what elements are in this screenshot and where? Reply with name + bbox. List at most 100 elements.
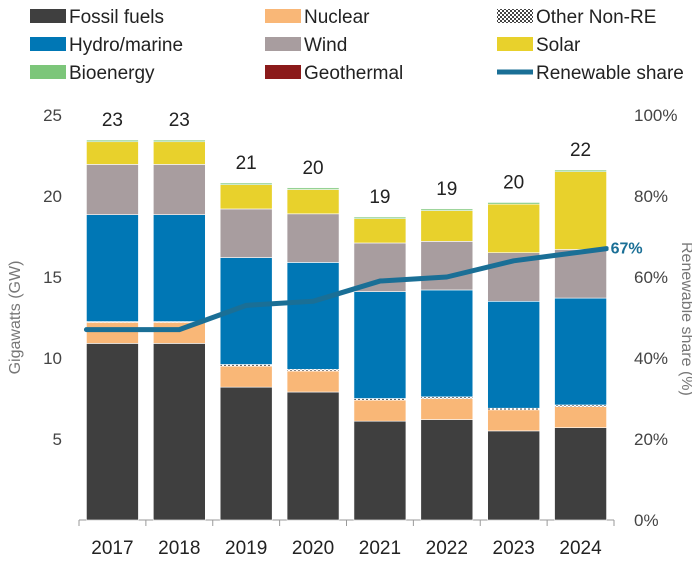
x-tick-label-2022: 2022 [426, 538, 468, 559]
y-right-tick-label: 80% [634, 187, 668, 206]
y-axis-title: Gigawatts (GW) [7, 261, 24, 375]
bar-stack-2017: 23 [86, 110, 139, 521]
y-right-tick-label: 20% [634, 430, 668, 449]
bar-wind-2020 [286, 213, 340, 263]
bar-total-label-2020: 20 [302, 158, 323, 179]
bar-solar-2019 [219, 184, 273, 210]
renewable-share-line-layer: 67% [83, 236, 649, 333]
y-right-axis-title: Renewable share (%) [678, 242, 692, 396]
legend-label-geothermal: Geothermal [304, 63, 403, 84]
legend-label-solar: Solar [536, 35, 581, 56]
legend-label-other-non-re: Other Non-RE [536, 7, 656, 28]
y-right-tick-label: 60% [634, 268, 668, 287]
bar-stack-2018: 23 [153, 110, 206, 521]
legend-swatch-other-non-re [497, 9, 533, 23]
bar-hydro-marine-2022 [420, 289, 474, 398]
bars: 23 23 21 20 19 19 20 22 [86, 110, 607, 521]
bar-wind-2017 [86, 164, 139, 215]
y-tick-label: 5 [53, 430, 62, 449]
bar-stack-2024: 22 [554, 140, 607, 521]
y-right-tick-label: 100% [634, 106, 677, 125]
bar-nuclear-2022 [420, 398, 474, 420]
y-right-tick-label: 40% [634, 349, 668, 368]
bar-bioenergy-2022 [420, 208, 474, 211]
legend: Fossil fuels Nuclear Other Non-RE Hydro/mar… [30, 7, 684, 84]
bar-bioenergy-2018 [153, 139, 206, 143]
y-tick-label: 20 [43, 187, 62, 206]
bar-fossil-fuels-2021 [353, 420, 407, 521]
legend-swatch-bioenergy [30, 65, 66, 79]
x-tick-label-2023: 2023 [493, 538, 535, 559]
bar-fossil-fuels-2024 [554, 427, 607, 521]
legend-swatch-nuclear [265, 9, 301, 23]
bar-hydro-marine-2024 [554, 297, 607, 406]
bar-total-label-2022: 19 [436, 179, 457, 200]
y-tick-label: 10 [43, 349, 62, 368]
bar-bioenergy-2019 [219, 182, 273, 185]
bar-fossil-fuels-2020 [286, 391, 340, 521]
bar-solar-2022 [420, 210, 474, 242]
bar-nuclear-2019 [219, 365, 273, 388]
renewable-share-line [83, 246, 610, 333]
bar-wind-2019 [219, 208, 273, 258]
bar-nuclear-2023 [487, 409, 540, 432]
bar-solar-2017 [86, 141, 139, 165]
y-right-tick-label: 0% [634, 511, 659, 530]
legend-item-fossil-fuels: Fossil fuels [30, 7, 164, 28]
x-tick-label-2019: 2019 [225, 538, 267, 559]
bar-total-label-2023: 20 [503, 172, 524, 193]
bar-fossil-fuels-2019 [219, 386, 273, 521]
legend-swatch-solar [497, 37, 533, 51]
legend-swatch-geothermal [265, 65, 301, 79]
bar-nuclear-2024 [554, 406, 607, 428]
legend-label-hydro-marine: Hydro/marine [69, 35, 183, 56]
legend-label-renewable-share: Renewable share [536, 63, 684, 84]
y-tick-label: 25 [43, 106, 62, 125]
legend-swatch-hydro-marine [30, 37, 66, 51]
x-tick-label-2021: 2021 [359, 538, 401, 559]
legend-item-wind: Wind [265, 35, 347, 56]
y-tick-label: 15 [43, 268, 62, 287]
bar-fossil-fuels-2018 [153, 343, 206, 521]
bar-total-label-2021: 19 [369, 187, 390, 208]
bar-bioenergy-2023 [487, 202, 540, 205]
legend-swatch-fossil-fuels [30, 9, 66, 23]
bar-bioenergy-2020 [286, 187, 340, 190]
renewable-share-end-label-text: 67% [611, 241, 643, 258]
legend-item-other-non-re: Other Non-RE [497, 7, 656, 28]
bar-total-label-2019: 21 [236, 153, 257, 174]
bar-hydro-marine-2017 [86, 214, 139, 322]
legend-swatch-wind [265, 37, 301, 51]
bar-solar-2021 [353, 218, 407, 244]
x-tick-label-2020: 2020 [292, 538, 334, 559]
legend-item-nuclear: Nuclear [265, 7, 370, 28]
bar-hydro-marine-2018 [153, 214, 206, 322]
bar-nuclear-2017 [86, 322, 139, 344]
renewable-share-end-label: 67% [608, 236, 649, 259]
bar-bioenergy-2024 [554, 169, 607, 173]
legend-item-solar: Solar [497, 35, 581, 56]
bar-bioenergy-2021 [353, 216, 407, 219]
bar-wind-2024 [554, 249, 607, 299]
x-tick-label-2024: 2024 [559, 538, 602, 559]
bar-wind-2018 [153, 164, 206, 215]
legend-label-wind: Wind [304, 35, 347, 56]
bar-stack-2019: 21 [219, 153, 273, 521]
x-tick-label-2018: 2018 [158, 538, 200, 559]
bar-nuclear-2020 [286, 370, 340, 393]
bar-stack-2020: 20 [286, 158, 340, 521]
bar-stack-2022: 19 [420, 179, 474, 521]
legend-item-hydro-marine: Hydro/marine [30, 35, 183, 56]
x-tick-label-2017: 2017 [91, 538, 133, 559]
bar-solar-2023 [487, 203, 540, 254]
bar-total-label-2017: 23 [102, 110, 123, 131]
legend-label-nuclear: Nuclear [304, 7, 370, 28]
bar-fossil-fuels-2017 [86, 343, 139, 521]
bar-stack-2023: 20 [487, 172, 540, 521]
bar-solar-2018 [153, 141, 206, 165]
legend-item-renewable-share: Renewable share [497, 63, 684, 84]
bar-hydro-marine-2021 [353, 291, 407, 399]
bar-hydro-marine-2020 [286, 262, 340, 370]
